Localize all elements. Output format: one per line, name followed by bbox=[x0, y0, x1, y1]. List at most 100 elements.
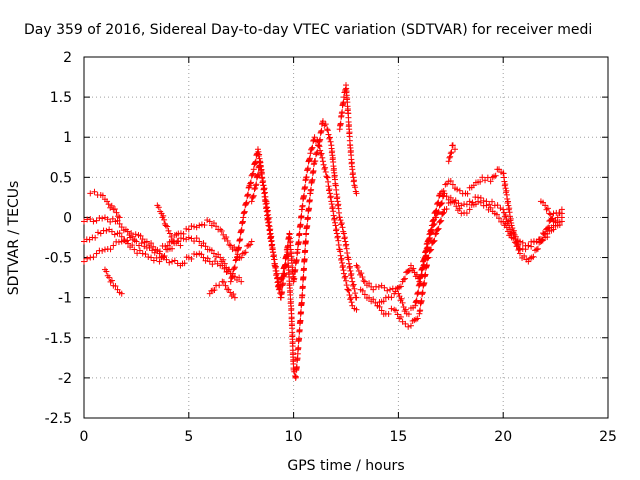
data-point bbox=[301, 255, 308, 262]
data-point bbox=[402, 320, 409, 327]
data-point bbox=[106, 274, 113, 281]
data-point bbox=[99, 247, 106, 254]
data-point bbox=[316, 143, 323, 150]
data-point bbox=[392, 307, 399, 314]
data-point bbox=[435, 225, 442, 232]
data-point bbox=[438, 217, 445, 224]
data-point bbox=[542, 202, 549, 209]
data-point bbox=[350, 281, 357, 288]
data-point bbox=[449, 181, 456, 188]
data-point bbox=[489, 198, 496, 205]
data-point bbox=[220, 256, 227, 263]
data-point bbox=[87, 190, 94, 197]
data-point bbox=[128, 230, 135, 237]
data-point bbox=[166, 230, 173, 237]
x-axis-label: GPS time / hours bbox=[287, 458, 404, 474]
data-point bbox=[342, 273, 349, 280]
data-point bbox=[483, 202, 490, 209]
data-point bbox=[375, 283, 382, 290]
data-point bbox=[204, 255, 211, 262]
data-point bbox=[549, 215, 556, 222]
data-point bbox=[308, 145, 315, 152]
data-point bbox=[302, 247, 309, 254]
data-point bbox=[300, 265, 307, 272]
data-point bbox=[479, 174, 486, 181]
data-point bbox=[202, 243, 209, 250]
data-point bbox=[247, 180, 254, 187]
data-point bbox=[115, 213, 122, 220]
data-point bbox=[397, 283, 404, 290]
data-point bbox=[107, 246, 114, 253]
data-point bbox=[96, 214, 103, 221]
data-point bbox=[543, 206, 550, 213]
data-point bbox=[250, 193, 257, 200]
data-point bbox=[319, 118, 326, 125]
data-point bbox=[166, 259, 173, 266]
data-point bbox=[245, 242, 252, 249]
data-point bbox=[292, 373, 299, 380]
data-point bbox=[533, 246, 540, 253]
data-point bbox=[387, 286, 394, 293]
data-point bbox=[477, 199, 484, 206]
data-point bbox=[107, 278, 114, 285]
data-point bbox=[191, 223, 198, 230]
data-point bbox=[424, 244, 431, 251]
data-point bbox=[407, 322, 414, 329]
data-point bbox=[309, 176, 316, 183]
data-point bbox=[537, 236, 544, 243]
data-point bbox=[384, 287, 391, 294]
data-point bbox=[238, 226, 245, 233]
data-point bbox=[223, 234, 230, 241]
data-point bbox=[227, 289, 234, 296]
data-point bbox=[99, 192, 106, 199]
data-point bbox=[370, 286, 377, 293]
data-point bbox=[108, 202, 115, 209]
data-point bbox=[353, 262, 360, 269]
data-point bbox=[434, 226, 441, 233]
data-point bbox=[295, 344, 302, 351]
data-point bbox=[418, 266, 425, 273]
data-point bbox=[105, 201, 112, 208]
x-tick-label: 25 bbox=[599, 429, 617, 445]
data-point bbox=[81, 218, 87, 225]
data-point bbox=[500, 206, 507, 213]
data-point bbox=[169, 245, 176, 252]
data-point bbox=[230, 291, 237, 298]
data-point bbox=[430, 221, 437, 228]
data-point bbox=[124, 228, 131, 235]
data-point bbox=[349, 282, 356, 289]
data-points bbox=[81, 82, 565, 381]
data-point bbox=[198, 251, 205, 258]
data-point bbox=[238, 278, 245, 285]
data-point bbox=[431, 220, 438, 227]
data-point bbox=[81, 258, 87, 265]
data-point bbox=[438, 199, 445, 206]
data-point bbox=[321, 122, 328, 129]
data-point bbox=[366, 280, 373, 287]
data-point bbox=[215, 251, 222, 258]
data-point bbox=[155, 204, 162, 211]
data-point bbox=[405, 323, 412, 330]
data-point bbox=[247, 241, 254, 248]
data-point bbox=[427, 247, 434, 254]
data-point bbox=[466, 198, 473, 205]
data-point bbox=[177, 242, 184, 249]
data-point bbox=[317, 151, 324, 158]
data-point bbox=[156, 258, 163, 265]
data-point bbox=[463, 210, 470, 217]
data-point bbox=[315, 142, 322, 149]
data-point bbox=[229, 274, 236, 281]
data-point bbox=[349, 278, 356, 285]
data-point bbox=[309, 144, 316, 151]
data-point bbox=[134, 250, 141, 257]
data-point bbox=[90, 254, 97, 261]
data-point bbox=[556, 218, 563, 225]
data-point bbox=[454, 186, 461, 193]
data-point bbox=[534, 245, 541, 252]
y-tick-label: 1.5 bbox=[50, 90, 72, 106]
data-point bbox=[307, 150, 314, 157]
data-point bbox=[349, 166, 356, 173]
x-tick-label: 20 bbox=[494, 429, 512, 445]
y-tick-label: -2.5 bbox=[45, 411, 72, 427]
data-point bbox=[168, 233, 175, 240]
